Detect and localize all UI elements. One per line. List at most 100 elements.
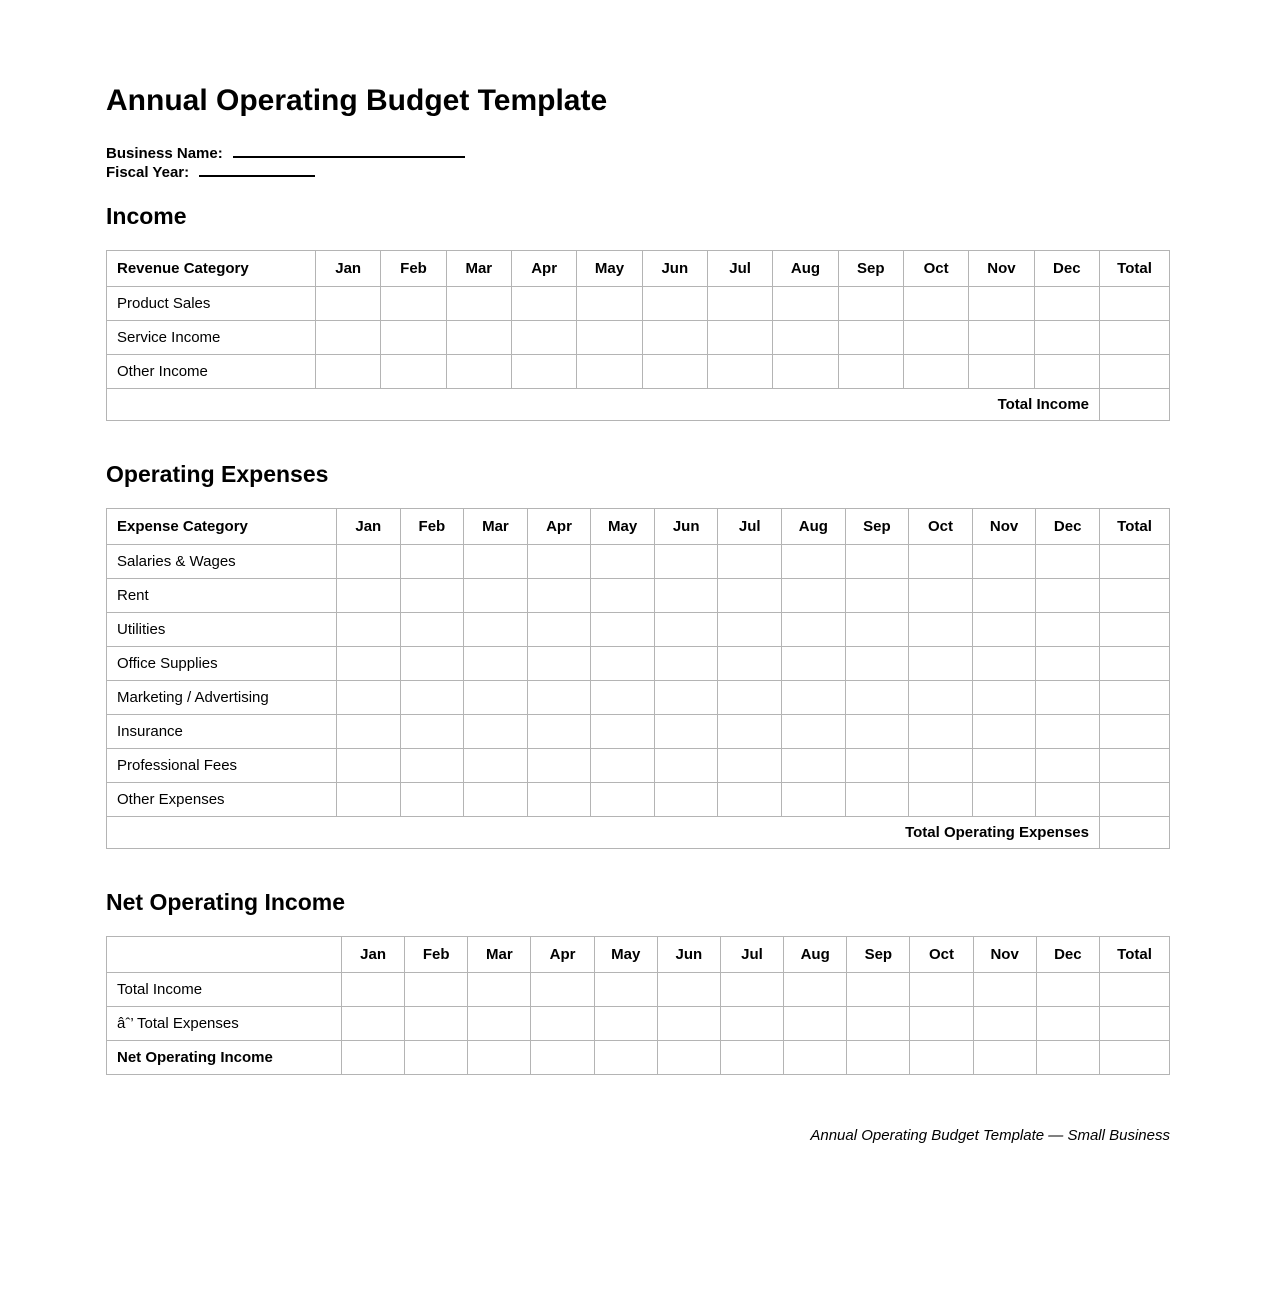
- total-column-header: Total: [1099, 508, 1170, 545]
- value-cell: [510, 320, 578, 355]
- value-cell: [380, 354, 447, 389]
- value-cell: [971, 748, 1037, 783]
- table-row: Other Income: [106, 354, 1170, 389]
- value-cell: [336, 748, 401, 783]
- value-cell: [656, 1040, 721, 1075]
- value-cell: [783, 1006, 848, 1041]
- value-cell: [593, 972, 658, 1007]
- fiscal-year-label: Fiscal Year:: [106, 164, 190, 181]
- value-cell: [908, 748, 973, 783]
- value-cell: [717, 578, 783, 613]
- value-cell: [576, 354, 643, 389]
- month-header-apr: Apr: [526, 508, 592, 545]
- value-cell: [340, 1006, 406, 1041]
- value-cell: [526, 612, 592, 647]
- total-row-label: Total Income: [106, 388, 1100, 421]
- value-cell: [336, 544, 401, 579]
- value-cell: [846, 1040, 911, 1075]
- value-cell: [399, 578, 465, 613]
- value-cell: [772, 320, 839, 355]
- row-label: Utilities: [106, 612, 337, 647]
- value-cell: [336, 578, 401, 613]
- table-row: Insurance: [106, 714, 1170, 749]
- value-cell: [719, 1006, 785, 1041]
- value-cell: [781, 782, 846, 817]
- table-row: Service Income: [106, 320, 1170, 355]
- value-cell: [526, 714, 592, 749]
- value-cell: [902, 286, 970, 321]
- month-header-feb: Feb: [399, 508, 465, 545]
- value-cell: [590, 714, 655, 749]
- value-cell: [590, 782, 655, 817]
- value-cell: [404, 1040, 469, 1075]
- table-row: Other Expenses: [106, 782, 1170, 817]
- value-cell: [399, 544, 465, 579]
- value-cell: [463, 748, 528, 783]
- month-header-jun: Jun: [656, 936, 721, 973]
- grand-total-cell: [1099, 388, 1170, 421]
- value-cell: [781, 748, 846, 783]
- value-cell: [844, 748, 910, 783]
- table-row: Rent: [106, 578, 1170, 613]
- row-label: Office Supplies: [106, 646, 337, 681]
- value-cell: [908, 714, 973, 749]
- value-cell: [445, 286, 512, 321]
- value-cell: [844, 612, 910, 647]
- value-cell: [530, 1006, 595, 1041]
- month-header-oct: Oct: [909, 936, 974, 973]
- value-cell: [1033, 354, 1101, 389]
- value-cell: [706, 320, 774, 355]
- month-header-may: May: [576, 250, 643, 287]
- month-header-mar: Mar: [463, 508, 528, 545]
- row-total-cell: [1099, 354, 1170, 389]
- value-cell: [908, 782, 973, 817]
- total-column-header: Total: [1099, 250, 1170, 287]
- value-cell: [399, 748, 465, 783]
- value-cell: [781, 714, 846, 749]
- value-cell: [972, 1040, 1037, 1075]
- value-cell: [844, 544, 910, 579]
- total-column-header: Total: [1099, 936, 1170, 973]
- value-cell: [399, 714, 465, 749]
- value-cell: [908, 544, 973, 579]
- value-cell: [463, 612, 528, 647]
- row-total-cell: [1099, 578, 1170, 613]
- value-cell: [653, 612, 719, 647]
- value-cell: [1035, 680, 1100, 715]
- business-name-blank: [232, 144, 465, 158]
- value-cell: [590, 646, 655, 681]
- value-cell: [467, 1006, 532, 1041]
- value-cell: [781, 680, 846, 715]
- value-cell: [340, 972, 406, 1007]
- value-cell: [844, 714, 910, 749]
- value-cell: [576, 286, 643, 321]
- header-row: Expense Category Jan Feb Mar Apr May Jun Jul Aug…: [106, 508, 1170, 545]
- month-header-may: May: [593, 936, 658, 973]
- expenses-category-header: Expense Category: [106, 508, 337, 545]
- month-header-dec: Dec: [1033, 250, 1101, 287]
- month-header-jan: Jan: [340, 936, 406, 973]
- table-row: Utilities: [106, 612, 1170, 647]
- value-cell: [467, 1040, 532, 1075]
- value-cell: [783, 1040, 848, 1075]
- row-total-cell: [1099, 782, 1170, 817]
- value-cell: [399, 646, 465, 681]
- value-cell: [706, 354, 774, 389]
- month-header-mar: Mar: [445, 250, 512, 287]
- value-cell: [971, 578, 1037, 613]
- month-header-sep: Sep: [844, 508, 910, 545]
- month-header-nov: Nov: [971, 508, 1037, 545]
- value-cell: [902, 354, 970, 389]
- value-cell: [1035, 972, 1101, 1007]
- total-row-label: Total Operating Expenses: [106, 816, 1100, 849]
- value-cell: [336, 680, 401, 715]
- value-cell: [653, 646, 719, 681]
- value-cell: [971, 680, 1037, 715]
- month-header-jul: Jul: [717, 508, 783, 545]
- month-header-dec: Dec: [1035, 508, 1100, 545]
- fiscal-year-line: Fiscal Year:: [106, 163, 1170, 182]
- value-cell: [971, 612, 1037, 647]
- month-header-oct: Oct: [908, 508, 973, 545]
- value-cell: [837, 320, 904, 355]
- row-total-cell: [1099, 544, 1170, 579]
